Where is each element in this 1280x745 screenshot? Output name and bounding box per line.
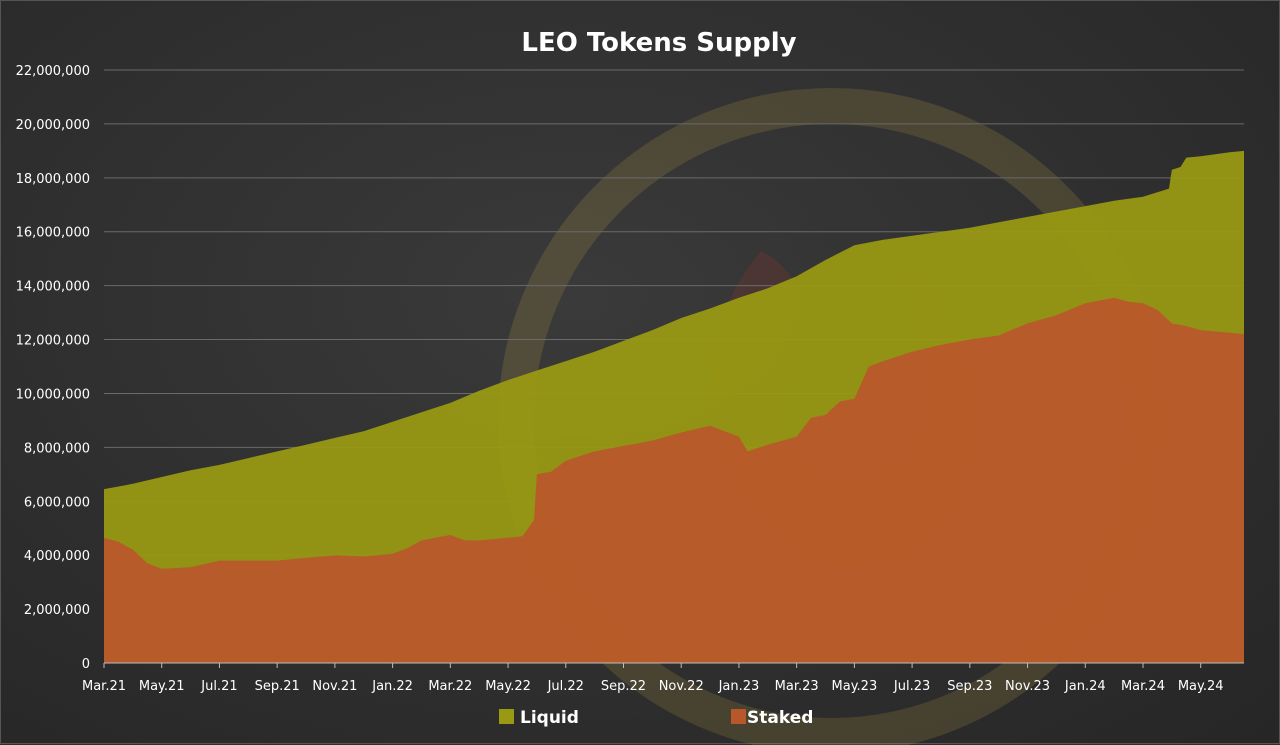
x-tick-label: Jan.24 bbox=[1064, 679, 1106, 694]
x-tick-label: Nov.21 bbox=[312, 679, 357, 694]
x-tick-label: Mar.24 bbox=[1121, 679, 1165, 694]
x-tick-label: Mar.21 bbox=[82, 679, 126, 694]
legend-label-liquid: Liquid bbox=[520, 708, 579, 728]
x-tick-label: May.24 bbox=[1178, 679, 1224, 694]
x-tick-label: May.21 bbox=[139, 679, 185, 694]
axes bbox=[103, 662, 1244, 668]
x-tick-label: Mar.22 bbox=[428, 679, 472, 694]
legend-label-staked: Staked bbox=[747, 708, 813, 728]
chart-title: LEO Tokens Supply bbox=[521, 28, 796, 58]
x-tick-label: May.22 bbox=[485, 679, 531, 694]
x-tick-label: May.23 bbox=[832, 679, 878, 694]
legend-swatch-staked bbox=[731, 709, 746, 724]
x-tick-label: Nov.22 bbox=[659, 679, 704, 694]
x-tick-label: Sep.23 bbox=[947, 679, 992, 694]
y-tick-label: 6,000,000 bbox=[24, 495, 90, 510]
x-tick-labels: Mar.21 May.21 Jul.21 Sep.21 Nov.21 Jan.22 Mar.… bbox=[82, 679, 1224, 694]
y-tick-label: 4,000,000 bbox=[24, 549, 90, 564]
legend-swatch-liquid bbox=[499, 709, 514, 724]
x-tick-label: Sep.21 bbox=[255, 679, 300, 694]
y-tick-label: 18,000,000 bbox=[16, 172, 90, 187]
x-tick-label: Sep.22 bbox=[601, 679, 646, 694]
y-tick-label: 2,000,000 bbox=[24, 603, 90, 618]
y-tick-label: 8,000,000 bbox=[24, 441, 90, 456]
legend: Liquid Staked bbox=[499, 708, 813, 728]
x-tick-label: Jul.23 bbox=[893, 679, 930, 694]
y-tick-label: 20,000,000 bbox=[16, 118, 90, 133]
area-staked bbox=[104, 297, 1244, 663]
y-tick-label: 22,000,000 bbox=[16, 64, 90, 79]
x-tick-label: Mar.23 bbox=[775, 679, 819, 694]
x-tick-label: Jul.22 bbox=[547, 679, 584, 694]
y-tick-label: 10,000,000 bbox=[16, 387, 90, 402]
y-tick-labels: 0 2,000,000 4,000,000 6,000,000 8,000,000 10,… bbox=[16, 64, 90, 672]
y-tick-label: 0 bbox=[82, 657, 90, 672]
y-tick-label: 12,000,000 bbox=[16, 334, 90, 349]
y-tick-label: 16,000,000 bbox=[16, 226, 90, 241]
x-tick-label: Jan.22 bbox=[371, 679, 413, 694]
y-tick-label: 14,000,000 bbox=[16, 280, 90, 295]
x-tick-label: Jul.21 bbox=[200, 679, 237, 694]
x-tick-label: Jan.23 bbox=[718, 679, 760, 694]
area-series bbox=[104, 150, 1244, 663]
x-tick-label: Nov.23 bbox=[1005, 679, 1050, 694]
